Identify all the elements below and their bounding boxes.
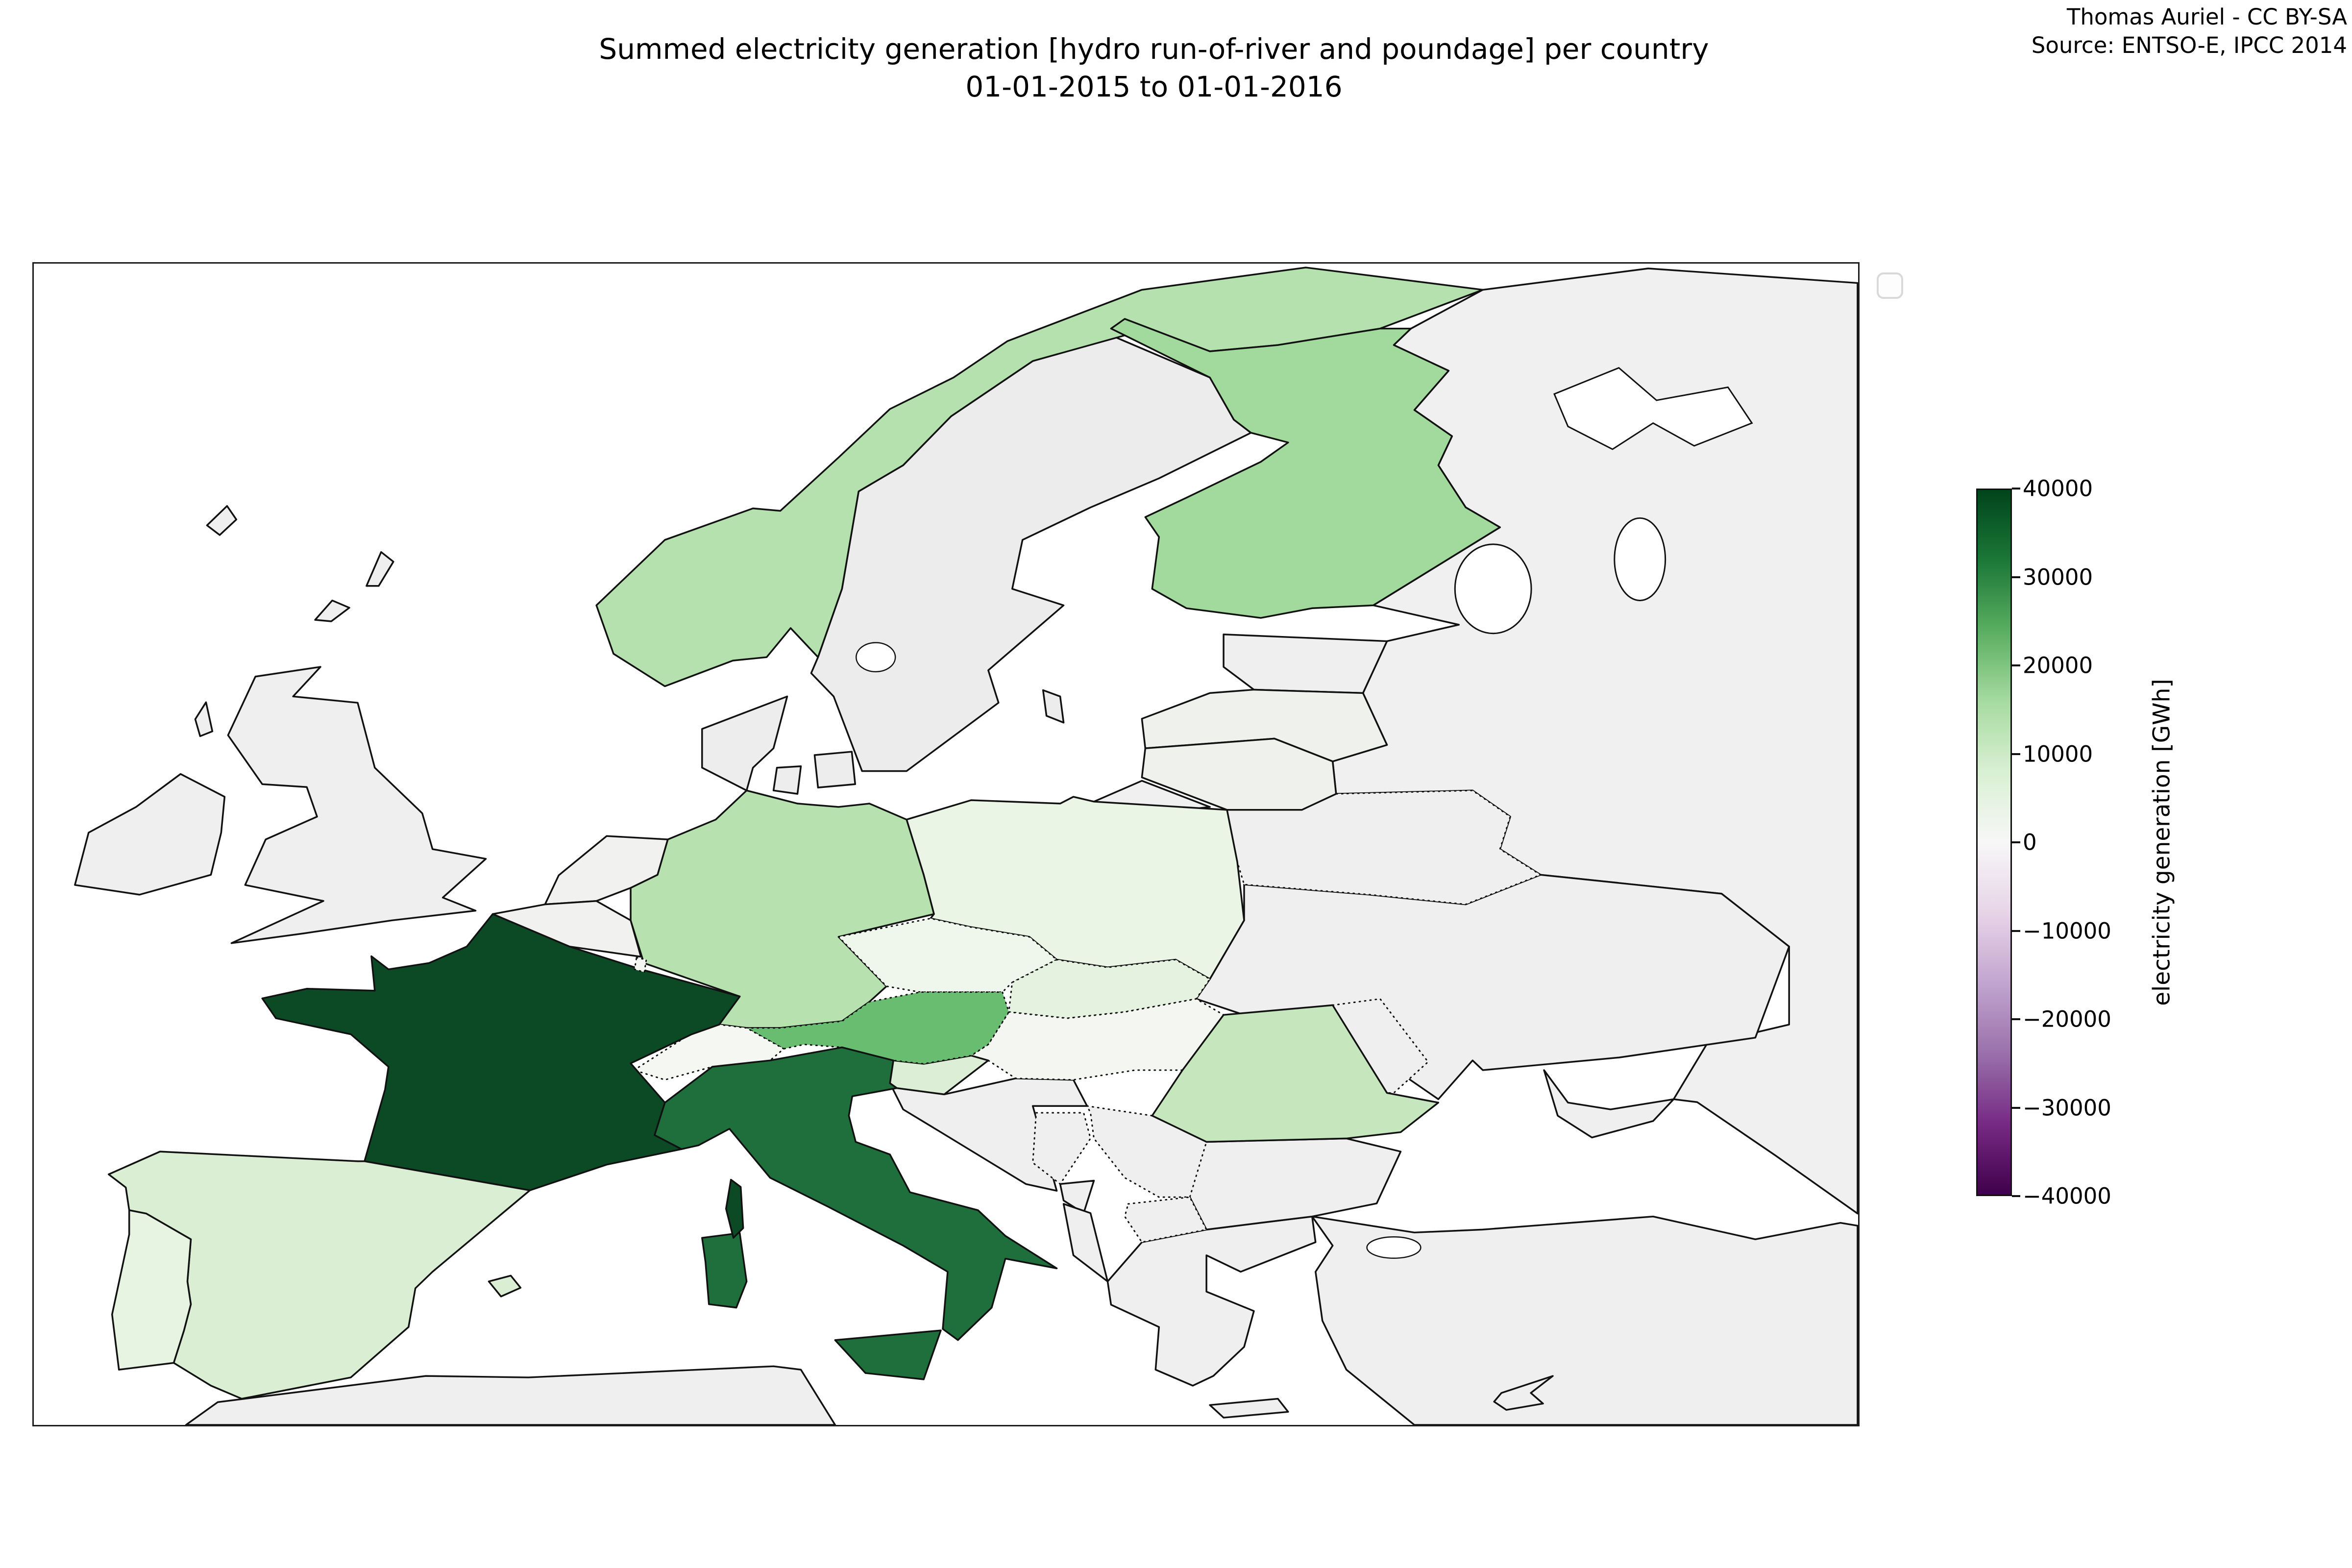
country-albania [1062,1203,1109,1282]
sea-of-marmara [1366,1236,1421,1259]
colorbar-tick-mark [2012,1018,2020,1020]
country-north-africa [185,1365,836,1425]
country-germany [630,789,935,1029]
colorbar-tick-label: −10000 [2023,918,2111,944]
country-ireland [74,773,226,896]
attribution-source: Source: ENTSO-E, IPCC 2014 [2031,32,2347,58]
island-hebrides [194,701,214,737]
country-estonia [1223,633,1388,694]
island-crete [1209,1397,1289,1419]
colorbar-tick-label: 40000 [2023,475,2093,502]
country-czechia [837,917,1058,993]
colorbar-tick-label: −20000 [2023,1006,2111,1032]
country-moldova [1332,998,1429,1094]
country-hungary [970,998,1225,1081]
attribution: Thomas Auriel - CC BY-SA Source: ENTSO-E… [2032,3,2347,60]
country-bosnia [1032,1112,1092,1185]
country-luxembourg [634,956,647,973]
figure-title: Summed electricity generation [hydro run… [599,30,1709,106]
country-cyprus [1493,1375,1554,1411]
country-turkey [1311,1215,1858,1425]
island-orkney [314,599,350,622]
colorbar-gradient [1978,490,2010,1195]
country-finland [1110,318,1501,619]
country-bulgaria [1189,1137,1402,1231]
colorbar-tick-label: 20000 [2023,652,2093,679]
colorbar-tick-label: 30000 [2023,564,2093,590]
colorbar-tick-label: 0 [2023,829,2037,856]
colorbar-tick-mark [2012,1107,2020,1109]
country-romania [1151,1004,1440,1143]
island-corsica [725,1178,744,1239]
island-mallorca [488,1274,522,1298]
country-united-kingdom [227,666,487,944]
colorbar-tick-mark [2012,930,2020,932]
colorbar-tick-mark [2012,1195,2020,1197]
country-austria [746,991,1010,1065]
toolbar-button[interactable] [1877,272,1903,299]
country-denmark [701,695,788,791]
map-axes [32,262,1860,1426]
colorbar-tick-label: 10000 [2023,741,2093,767]
colorbar-tick-mark [2012,664,2020,666]
colorbar-tick-label: −40000 [2023,1183,2111,1209]
colorbar-tick-mark [2012,753,2020,755]
country-crimea [1543,1069,1675,1139]
island-sardinia [701,1232,748,1309]
colorbar-tick-mark [2012,576,2020,578]
colorbar-tick-label: −30000 [2023,1095,2111,1121]
title-line-1: Summed electricity generation [hydro run… [599,32,1709,66]
europe-choropleth-map [74,267,1858,1425]
lake-ladoga [1454,543,1532,635]
lake-onega [1614,517,1666,601]
country-lithuania [1141,737,1337,811]
country-belarus [1226,789,1542,906]
colorbar-tick-mark [2012,841,2020,843]
island-sicily [834,1329,942,1380]
country-switzerland [633,1024,785,1081]
lake-vanern [856,642,896,673]
island-funen [772,765,802,795]
country-italy [654,1046,1058,1341]
island-faroe [206,505,238,536]
white-sea [1553,367,1753,450]
colorbar-axis-label: electricity generation [GWh] [2148,679,2176,1006]
country-macedonia [1124,1196,1207,1243]
island-zealand [813,751,857,789]
title-line-2: 01-01-2015 to 01-01-2016 [965,70,1343,103]
island-shetland [366,551,394,587]
colorbar [1976,489,2012,1196]
island-gotland [1042,689,1065,724]
colorbar-tick-mark [2012,488,2020,490]
country-greece [1106,1215,1317,1387]
attribution-author: Thomas Auriel - CC BY-SA [2066,4,2347,30]
country-portugal [111,1209,192,1371]
